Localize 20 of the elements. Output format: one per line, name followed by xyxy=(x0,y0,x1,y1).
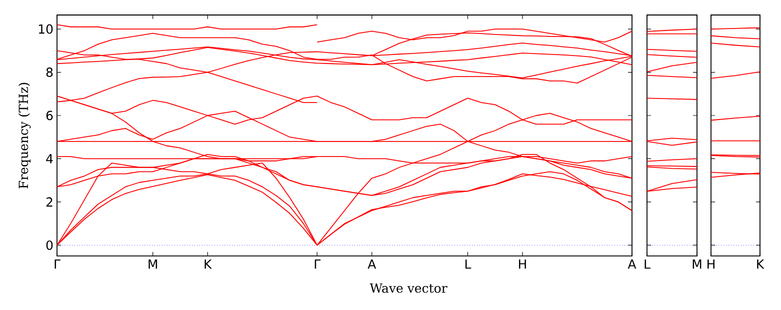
x-tick-label: K xyxy=(757,260,764,269)
x-tick-label: M xyxy=(148,260,158,269)
x-tick-label: Γ xyxy=(314,260,321,269)
x-tick-label: A xyxy=(628,260,636,269)
y-tick-label: 2 xyxy=(46,197,52,207)
x-axis-title: Wave vector xyxy=(370,284,448,293)
x-tick-label: H xyxy=(708,260,714,269)
y-axis-title: Frequency (THz) xyxy=(18,82,31,188)
y-tick-label: 6 xyxy=(46,110,53,120)
x-tick-label: A xyxy=(368,260,376,269)
x-tick-label: L xyxy=(644,260,650,269)
y-tick-label: 0 xyxy=(46,240,53,250)
y-tick-label: 4 xyxy=(46,154,53,164)
x-tick-label: K xyxy=(204,260,212,269)
x-tick-label: L xyxy=(465,260,472,269)
x-tick-label: M xyxy=(692,260,702,269)
x-tick-label: Γ xyxy=(54,260,60,269)
x-tick-label: H xyxy=(518,260,526,269)
y-tick-label: 10 xyxy=(38,24,53,34)
y-tick-label: 8 xyxy=(46,68,53,77)
